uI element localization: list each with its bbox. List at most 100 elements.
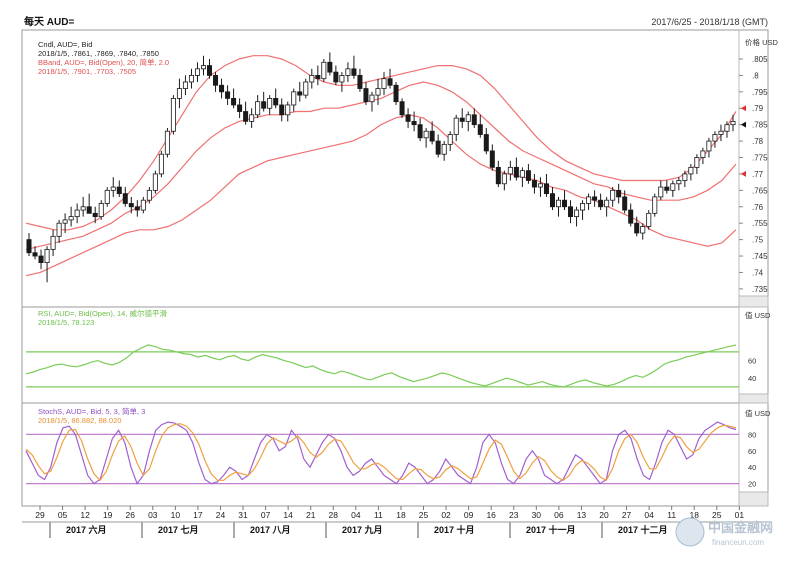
- candle-body: [658, 186, 664, 198]
- candle-body: [32, 252, 38, 257]
- month-label: 2017 十一月: [526, 524, 576, 535]
- month-label: 2017 八月: [250, 525, 291, 535]
- candle-body: [724, 124, 730, 132]
- day-label: 25: [712, 510, 722, 520]
- candle-body: [525, 170, 531, 181]
- candle-body: [170, 97, 176, 132]
- price-tick-label: .745: [752, 252, 768, 261]
- candle-body: [604, 199, 610, 208]
- day-label: 06: [554, 510, 564, 520]
- candle-body: [477, 124, 483, 135]
- legend-bband-values: 2018/1/5, .7901, .7703, .7505: [38, 67, 136, 76]
- price-tick-label: .755: [752, 219, 768, 228]
- bollinger-upper-line: [25, 55, 737, 231]
- day-label: 26: [126, 510, 136, 520]
- day-label: 02: [441, 510, 451, 520]
- candle-body: [387, 78, 393, 86]
- candle-body: [411, 120, 417, 126]
- candle-body: [279, 104, 285, 116]
- candle-body: [501, 173, 507, 185]
- day-label: 03: [148, 510, 158, 520]
- day-label: 07: [261, 510, 271, 520]
- price-tick-label: .735: [752, 285, 768, 294]
- candle-body: [375, 88, 381, 96]
- candle-body: [176, 88, 182, 99]
- candle-body: [393, 84, 399, 103]
- candle-body: [122, 193, 128, 204]
- candle-body: [213, 75, 219, 86]
- candle-body: [116, 186, 122, 195]
- stoch-plot-tick-label: 20: [748, 480, 756, 489]
- candle-body: [164, 130, 170, 155]
- day-label: 20: [599, 510, 609, 520]
- candle-body: [303, 81, 309, 96]
- candle-body: [580, 203, 586, 211]
- candle-body: [26, 239, 32, 254]
- legend-stoch: StochS, AUD=, Bid, 5, 3, 简单, 3: [38, 406, 145, 416]
- day-label: 14: [283, 510, 293, 520]
- candle-body: [537, 183, 543, 188]
- candle-body: [182, 81, 188, 89]
- logo-icon: [675, 517, 705, 547]
- candle-body: [339, 75, 345, 83]
- candle-body: [670, 183, 676, 191]
- candle-body: [483, 134, 489, 152]
- day-label: 04: [644, 510, 654, 520]
- candle-body: [345, 68, 351, 76]
- price-tick-label: .78: [752, 137, 764, 146]
- candle-body: [549, 193, 555, 208]
- day-label: 25: [419, 510, 429, 520]
- price-tick-label: .805: [752, 55, 768, 64]
- candle-body: [285, 104, 291, 116]
- candle-body: [321, 61, 327, 80]
- price-tick-label: .74: [752, 268, 764, 277]
- candle-body: [38, 255, 44, 263]
- candle-body: [628, 209, 634, 224]
- candle-body: [291, 91, 297, 106]
- candle-body: [243, 111, 249, 122]
- day-label: 10: [171, 510, 181, 520]
- candle-body: [471, 114, 477, 126]
- day-label: 13: [577, 510, 587, 520]
- day-label: 21: [306, 510, 316, 520]
- stoch-legend: StochS, AUD=, Bid, 5, 3, 简单, 3 2018/1/5,…: [38, 406, 771, 425]
- candle-body: [194, 68, 200, 76]
- day-label: 11: [374, 510, 383, 520]
- candle-body: [207, 65, 213, 76]
- candle-body: [86, 206, 92, 214]
- candle-body: [513, 166, 519, 178]
- candle-body: [694, 157, 700, 168]
- candle-body: [459, 117, 465, 122]
- candle-body: [200, 65, 207, 70]
- candle-body: [152, 173, 158, 191]
- candle-body: [315, 75, 321, 80]
- candle-body: [417, 124, 423, 139]
- candle-body: [110, 186, 116, 191]
- candle-body: [519, 170, 525, 178]
- candle-body: [495, 166, 501, 185]
- candle-body: [652, 196, 658, 214]
- day-label: 12: [80, 510, 90, 520]
- legend-candle: Cndl, AUD=, Bid: [38, 40, 92, 49]
- candle-body: [688, 166, 694, 175]
- candle-body: [568, 206, 574, 218]
- day-label: 18: [396, 510, 406, 520]
- candle-body: [62, 219, 68, 224]
- day-label: 04: [351, 510, 361, 520]
- candle-body: [507, 166, 513, 175]
- price-tick-label: .785: [752, 121, 768, 130]
- stoch-axis-title: 值 USD: [745, 408, 771, 418]
- candle-body: [676, 180, 682, 185]
- price-axis-title: 价格 USD: [745, 37, 779, 47]
- day-label: 11: [667, 510, 676, 520]
- candle-body: [543, 183, 549, 195]
- candle-body: [574, 209, 580, 218]
- candle-body: [465, 114, 471, 122]
- candle-body: [140, 199, 146, 211]
- rsi-axis-title: 值 USD: [745, 310, 771, 320]
- chart-title: 每天 AUD=: [24, 15, 74, 28]
- legend-bband: BBand, AUD=, Bid(Open), 20, 简单, 2.0: [38, 57, 169, 67]
- watermark-url: financeun.com: [712, 538, 764, 547]
